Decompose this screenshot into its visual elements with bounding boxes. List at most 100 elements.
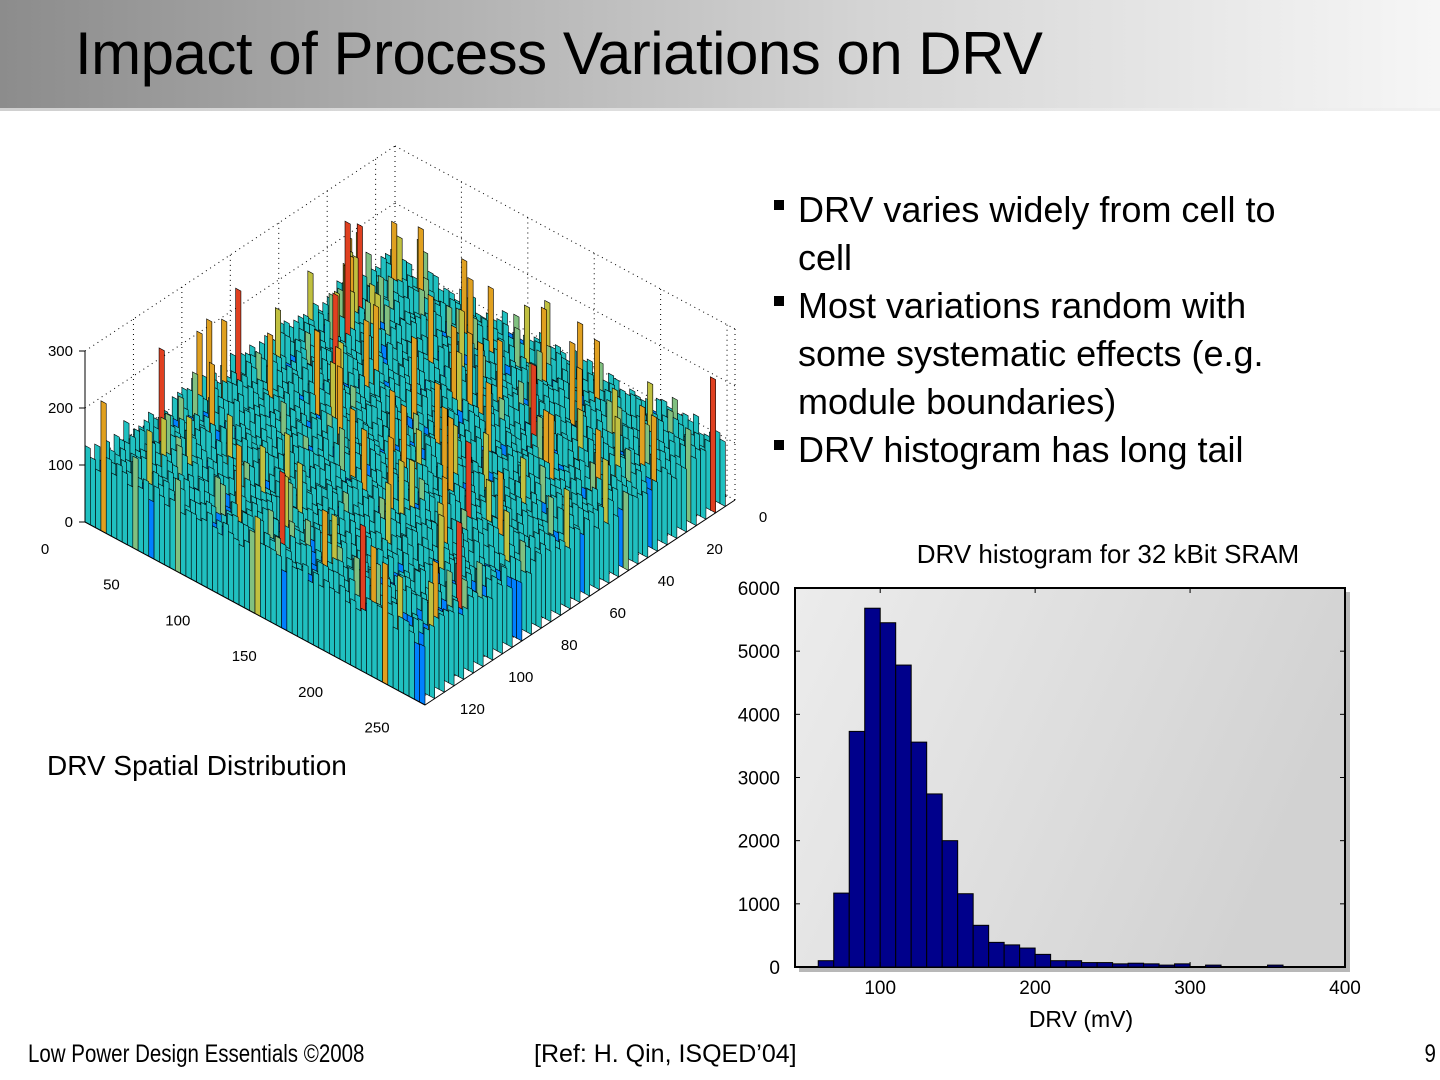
histogram-bar xyxy=(1143,963,1160,968)
surface-bar xyxy=(506,584,513,648)
y-tick-label: 2000 xyxy=(738,832,780,853)
histogram-bar xyxy=(1112,963,1129,968)
surface-bar xyxy=(593,525,600,591)
histogram-bar xyxy=(879,622,897,968)
histogram-bar xyxy=(1158,964,1176,968)
x-tick-label: 200 xyxy=(1019,978,1051,999)
surface-bar xyxy=(685,427,692,524)
surface-bar xyxy=(584,516,590,597)
bullet-item: DRV histogram has long tail xyxy=(772,426,1372,474)
footer-copyright: Low Power Design Essentials ©2008 xyxy=(28,1040,365,1068)
histogram-bar xyxy=(1205,964,1222,968)
x-tick-label: 400 xyxy=(1329,978,1361,999)
surface-bar xyxy=(448,609,455,687)
surface-bar xyxy=(458,612,465,680)
histogram-bar xyxy=(848,730,866,968)
bullet-text: cell xyxy=(798,237,853,278)
title-bar-shadow xyxy=(0,108,1440,111)
footer-reference: [Ref: H. Qin, ISQED’04] xyxy=(534,1040,797,1068)
histogram-bar xyxy=(1174,963,1191,968)
slide-title: Impact of Process Variations on DRV xyxy=(75,20,1043,87)
bullet-text: DRV varies widely from cell to xyxy=(798,189,1276,230)
x-tick-label: 100 xyxy=(165,612,190,629)
histogram-bar xyxy=(1034,953,1052,968)
z-tick-label: 300 xyxy=(48,343,73,360)
y-tick-label: 20 xyxy=(706,541,723,558)
surface-bar xyxy=(496,582,503,655)
surface-bar xyxy=(564,545,571,610)
surface-bar xyxy=(545,547,552,623)
y-tick-label: 40 xyxy=(658,573,675,590)
surface-bar xyxy=(690,455,697,527)
histogram-bar xyxy=(864,607,881,968)
y-tick-label: 6000 xyxy=(738,579,780,600)
surface-bar xyxy=(607,497,614,575)
surface-bar xyxy=(467,594,474,674)
histogram-bar xyxy=(910,741,928,968)
bullet-item: DRV varies widely from cell to cell xyxy=(772,186,1372,282)
bullet-square-icon xyxy=(774,440,784,450)
page-number: 9 xyxy=(1424,1040,1436,1068)
histogram-bar xyxy=(817,960,835,968)
histogram-bar xyxy=(1081,962,1098,968)
drv-spatial-distribution-plot: 0 100 200 300 0 50 100 150 200 250 0 20 40 60 80 100 120 xyxy=(41,145,767,737)
bullet-list: DRV varies widely from cell to cell Most… xyxy=(772,186,1372,474)
x-tick-label: 150 xyxy=(232,648,257,665)
histogram-bar xyxy=(1050,960,1067,968)
bullet-text: Most variations random with xyxy=(798,285,1247,326)
y-tick-label: 4000 xyxy=(738,705,780,726)
y-tick-label: 80 xyxy=(561,637,578,654)
histogram-bar xyxy=(988,941,1005,968)
surface-bar xyxy=(632,494,639,565)
surface-bar xyxy=(535,550,542,629)
surface-bar xyxy=(487,595,494,661)
histogram-bar xyxy=(941,840,959,968)
grid-line xyxy=(84,145,396,352)
histogram-bar xyxy=(1096,962,1114,968)
surface-bar xyxy=(642,490,649,559)
title-bar xyxy=(0,0,1440,110)
histogram-bar xyxy=(1267,964,1284,968)
histogram-bar xyxy=(1019,947,1036,968)
bullet-item: Most variations random with some systema… xyxy=(772,282,1372,426)
surface-bar xyxy=(525,570,532,636)
z-tick-label: 100 xyxy=(48,457,73,474)
histogram-bar xyxy=(1003,944,1021,968)
histogram-bar xyxy=(833,892,850,968)
z-tick-label: 200 xyxy=(48,400,73,417)
x-tick-label: 250 xyxy=(365,720,390,737)
histogram-xlabel: DRV (mV) xyxy=(1029,1006,1133,1032)
surface-bar xyxy=(477,595,484,668)
x-tick-label: 100 xyxy=(864,978,896,999)
bullet-text: some systematic effects (e.g. xyxy=(798,333,1264,374)
histogram-bar xyxy=(895,664,912,968)
y-tick-label: 0 xyxy=(759,509,767,526)
surface-bar xyxy=(651,478,658,552)
surface-bar xyxy=(719,438,726,507)
y-tick-label: 3000 xyxy=(738,769,780,790)
surface-bar xyxy=(516,579,523,642)
surface-bar xyxy=(555,546,561,616)
histogram-title: DRV histogram for 32 kBit SRAM xyxy=(917,539,1299,569)
surface-bar xyxy=(622,490,629,571)
y-tick-label: 1000 xyxy=(738,895,780,916)
y-tick-label: 0 xyxy=(769,958,780,979)
histogram-bar xyxy=(1127,962,1145,968)
bullet-text: module boundaries) xyxy=(798,381,1117,422)
surface-bar xyxy=(613,513,620,578)
surface-bars xyxy=(84,220,726,706)
histogram-bar xyxy=(957,893,974,968)
x-tick-label: 0 xyxy=(41,541,49,558)
surface-bar xyxy=(603,520,610,584)
x-tick-label: 300 xyxy=(1174,978,1206,999)
surface-bar xyxy=(661,466,668,546)
histogram-bar xyxy=(972,924,990,968)
surface-bar xyxy=(438,612,445,693)
spatial-distribution-caption: DRV Spatial Distribution xyxy=(47,750,347,781)
histogram-bar xyxy=(926,793,943,968)
x-tick-label: 50 xyxy=(103,577,120,594)
y-tick-label: 5000 xyxy=(738,642,780,663)
surface-bar xyxy=(574,526,581,604)
surface-bar xyxy=(710,376,716,514)
bullet-square-icon xyxy=(774,200,784,210)
